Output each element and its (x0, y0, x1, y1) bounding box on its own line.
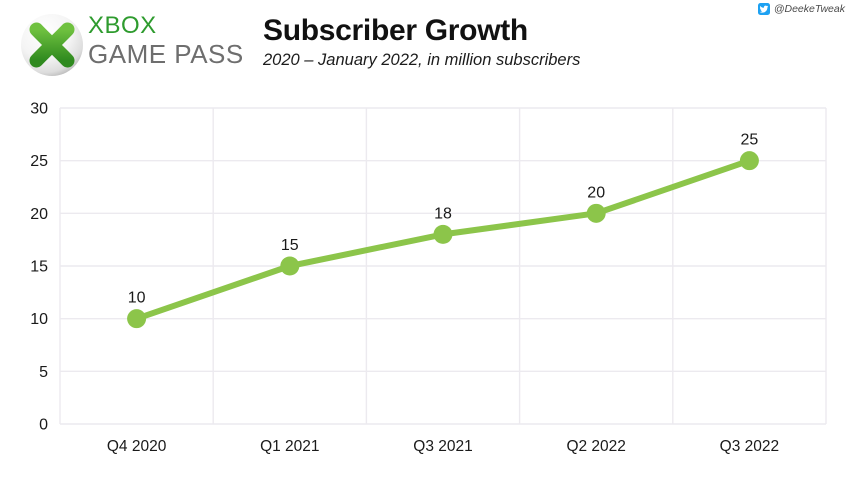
header: XBOX GAME PASS Subscriber Growth 2020 – … (0, 0, 850, 95)
y-axis-tick-label: 0 (39, 417, 48, 434)
page-subtitle: 2020 – January 2022, in million subscrib… (263, 51, 581, 69)
y-axis-tick-label: 5 (39, 364, 48, 381)
xbox-game-pass-wordmark: XBOX GAME PASS (88, 12, 244, 69)
data-point-label: 20 (587, 184, 605, 201)
title-block: Subscriber Growth 2020 – January 2022, i… (263, 14, 580, 70)
xbox-logo-icon (21, 14, 83, 76)
y-axis-tick-label: 10 (30, 311, 48, 328)
x-axis-tick-label: Q3 2021 (413, 438, 472, 455)
subscriber-growth-chart: 0 5 10 15 20 25 30 10 15 18 20 25 Q4 2020 Q1 2021 Q3 2… (30, 101, 827, 455)
data-point-label: 10 (128, 290, 146, 307)
data-point (433, 224, 453, 244)
data-point (127, 309, 147, 329)
logo-game-pass-text: GAME PASS (88, 39, 244, 69)
y-axis-tick-label: 20 (30, 206, 48, 223)
data-point (586, 203, 606, 223)
data-point-label: 18 (434, 205, 452, 222)
credit-handle: @DeekeTweak (773, 3, 845, 15)
x-axis-tick-label: Q2 2022 (566, 438, 625, 455)
twitter-icon (757, 3, 770, 15)
data-point (280, 256, 300, 276)
y-axis-tick-label: 15 (30, 259, 48, 276)
x-axis-tick-label: Q1 2021 (260, 438, 319, 455)
page-title: Subscriber Growth (263, 14, 528, 47)
author-credit: @DeekeTweak (757, 3, 845, 15)
y-axis-tick-label: 30 (30, 101, 48, 118)
data-point-label: 15 (281, 237, 299, 254)
data-point-label: 25 (741, 132, 759, 149)
x-axis-tick-label: Q4 2020 (107, 438, 167, 455)
data-point (739, 151, 759, 171)
y-axis-tick-label: 25 (30, 153, 48, 170)
logo-xbox-text: XBOX (88, 12, 157, 39)
x-axis-tick-label: Q3 2022 (720, 438, 779, 455)
